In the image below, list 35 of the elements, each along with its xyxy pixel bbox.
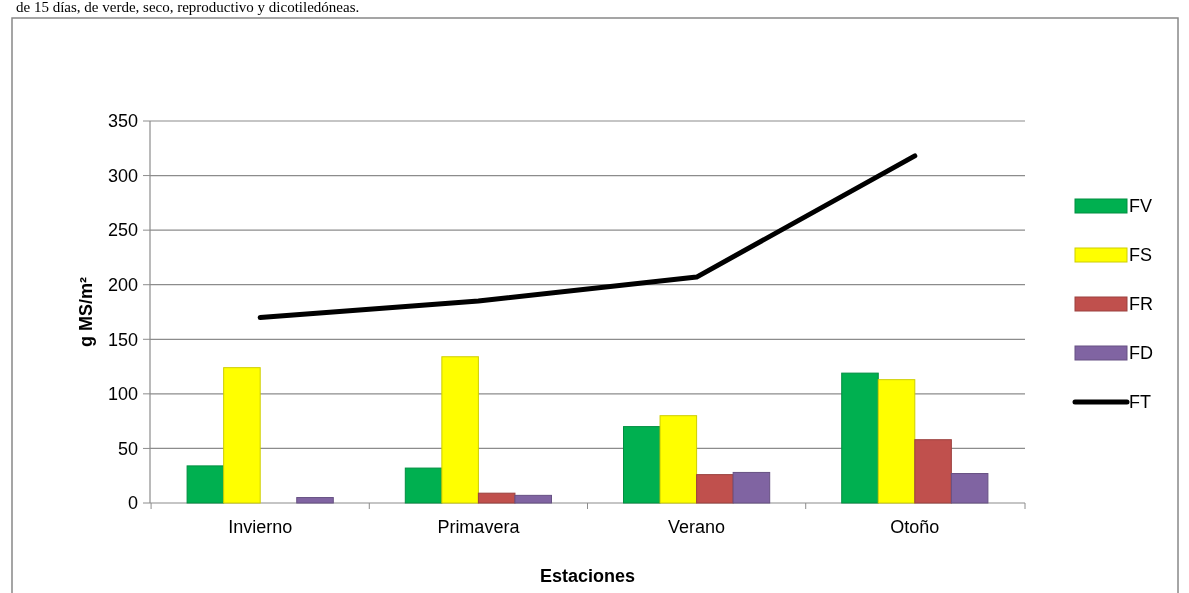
bar xyxy=(404,467,443,504)
x-tick-label: Otoño xyxy=(890,517,940,537)
y-axis-title: g MS/m² xyxy=(76,277,96,347)
x-tick-label: Primavera xyxy=(437,517,521,537)
y-tick-label: 150 xyxy=(107,329,138,350)
y-tick-label: 100 xyxy=(107,384,138,405)
legend-label: FS xyxy=(1129,245,1153,266)
bar xyxy=(514,494,552,504)
bar xyxy=(223,367,261,504)
y-tick-label: 0 xyxy=(127,493,138,514)
legend-label: FT xyxy=(1129,392,1151,413)
legend-label: FR xyxy=(1129,294,1153,315)
x-axis-title: Estaciones xyxy=(539,566,636,586)
legend-label: FD xyxy=(1129,343,1153,364)
bar xyxy=(186,465,225,504)
text: de 15 días, de verde, seco, reproductivo y dicotiledóneas. xyxy=(16,0,360,15)
bar xyxy=(623,426,661,504)
legend-label: FV xyxy=(1129,196,1153,217)
bar xyxy=(950,473,989,504)
x-tick-label: Invierno xyxy=(228,517,293,537)
y-tick-label: 50 xyxy=(117,438,138,459)
bar xyxy=(441,356,479,504)
y-tick-label: 350 xyxy=(107,111,138,132)
bar xyxy=(914,439,952,504)
y-tick-label: 250 xyxy=(107,220,138,241)
y-tick-label: 200 xyxy=(107,275,138,296)
x-tick-label: Verano xyxy=(668,517,726,537)
bar xyxy=(696,474,734,504)
bar xyxy=(841,372,879,504)
bar xyxy=(732,471,771,504)
bar xyxy=(877,379,916,504)
bar xyxy=(659,415,698,504)
y-tick-label: 300 xyxy=(107,165,138,186)
bar xyxy=(296,497,334,504)
bar xyxy=(477,492,516,504)
